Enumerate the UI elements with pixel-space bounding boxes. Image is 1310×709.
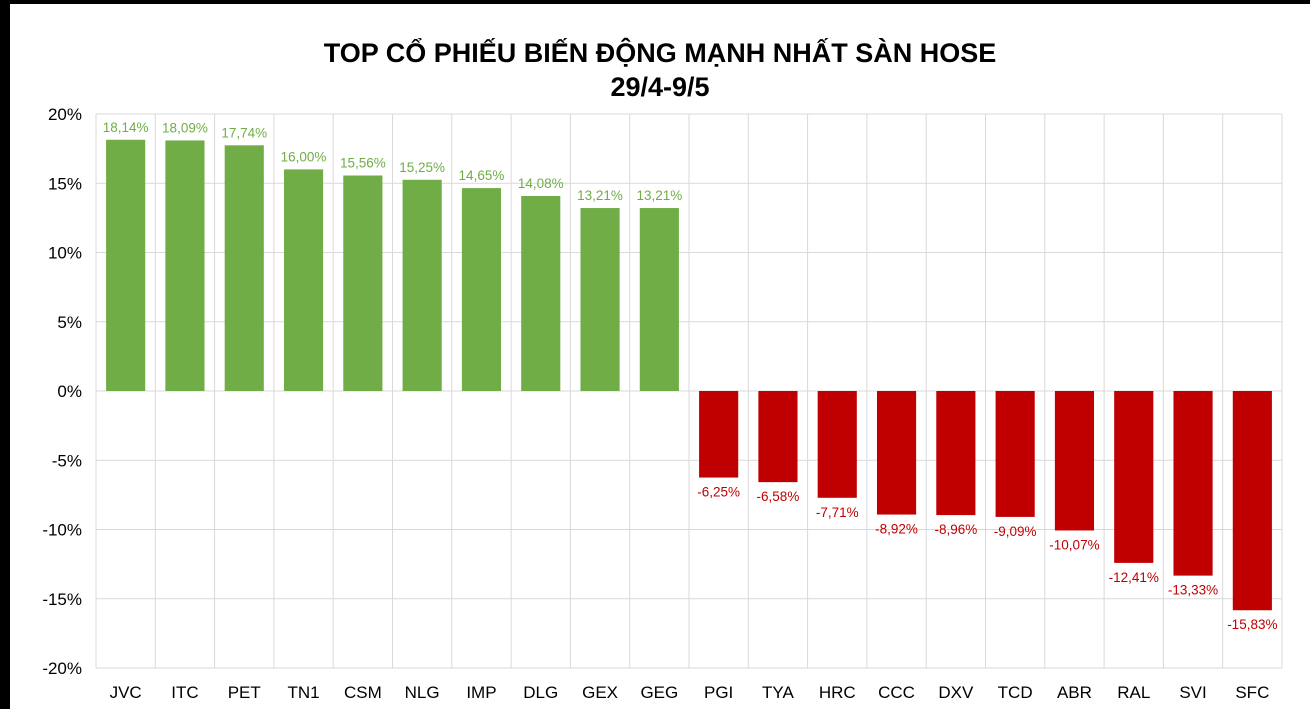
- x-tick-label: DXV: [938, 683, 974, 702]
- y-tick-label: 0%: [57, 382, 82, 401]
- y-tick-label: 15%: [48, 174, 82, 193]
- y-tick-label: -20%: [42, 659, 82, 678]
- data-label-abr: -10,07%: [1049, 537, 1099, 552]
- data-label-ccc: -8,92%: [875, 522, 918, 537]
- bar-tya: [758, 391, 798, 483]
- bar-hrc: [817, 391, 857, 498]
- x-tick-label: TYA: [762, 683, 794, 702]
- grid-layer: [95, 113, 1283, 669]
- data-label-dxv: -8,96%: [934, 522, 977, 537]
- bar-tn1: [283, 169, 324, 391]
- bar-ral: [1114, 391, 1154, 563]
- x-tick-label: IMP: [466, 683, 496, 702]
- bar-jvc: [106, 139, 146, 391]
- data-label-pet: 17,74%: [221, 125, 267, 140]
- data-label-tya: -6,58%: [757, 489, 800, 504]
- bar-ccc: [876, 391, 917, 515]
- bar-nlg: [402, 179, 442, 391]
- bar-geg: [639, 208, 679, 391]
- y-tick-label: -15%: [42, 590, 82, 609]
- bar-chart: 18,14% 18,09% 17,74% 16,00% 15,56% 15,25% 14,6…: [42, 105, 1283, 702]
- bar-tcd: [995, 391, 1035, 517]
- data-label-gex: 13,21%: [577, 188, 623, 203]
- data-label-layer: 18,14% 18,09% 17,74% 16,00% 15,56% 15,25% 14,6…: [103, 120, 1278, 632]
- data-label-geg: 13,21%: [636, 188, 682, 203]
- x-tick-label: ABR: [1057, 683, 1092, 702]
- y-tick-label: 10%: [48, 244, 82, 263]
- y-tick-label: 20%: [48, 105, 82, 124]
- x-axis-tick-labels: JVC ITC PET TN1 CSM NLG IMP DLG GEX GEG PGI TYA HRC C…: [110, 683, 1270, 702]
- bar-layer: [106, 139, 1272, 611]
- data-label-sfc: -15,83%: [1227, 617, 1277, 632]
- y-tick-label: 5%: [57, 313, 82, 332]
- x-tick-label: RAL: [1117, 683, 1150, 702]
- bar-itc: [165, 140, 205, 391]
- y-tick-label: -5%: [52, 451, 82, 470]
- data-label-nlg: 15,25%: [399, 160, 445, 175]
- bar-pgi: [699, 391, 739, 478]
- x-tick-label: NLG: [405, 683, 440, 702]
- x-tick-label: PGI: [704, 683, 733, 702]
- x-tick-label: GEG: [640, 683, 678, 702]
- x-tick-label: ITC: [171, 683, 198, 702]
- bar-dxv: [936, 391, 976, 516]
- y-tick-label: -10%: [42, 521, 82, 540]
- bar-pet: [224, 145, 264, 391]
- data-label-tn1: 16,00%: [281, 149, 327, 164]
- data-label-ral: -12,41%: [1109, 570, 1159, 585]
- data-label-svi: -13,33%: [1168, 583, 1218, 598]
- chart-card: TOP CỔ PHIẾU BIẾN ĐỘNG MẠNH NHẤT SÀN HOS…: [10, 4, 1310, 709]
- data-label-itc: 18,09%: [162, 120, 208, 135]
- chart-subtitle-line: 29/4-9/5: [610, 72, 710, 102]
- y-axis-tick-labels: 20% 15% 10% 5% 0% -5% -10% -15% -20%: [42, 105, 82, 678]
- data-label-pgi: -6,25%: [697, 485, 740, 500]
- bar-gex: [580, 208, 620, 391]
- x-tick-label: CSM: [344, 683, 382, 702]
- x-tick-label: CCC: [878, 683, 915, 702]
- x-tick-label: DLG: [523, 683, 558, 702]
- data-label-hrc: -7,71%: [816, 505, 859, 520]
- x-tick-label: HRC: [819, 683, 856, 702]
- x-tick-label: JVC: [110, 683, 142, 702]
- x-tick-label: SVI: [1179, 683, 1206, 702]
- data-label-imp: 14,65%: [459, 168, 505, 183]
- data-label-dlg: 14,08%: [518, 176, 564, 191]
- chart-title-line: TOP CỔ PHIẾU BIẾN ĐỘNG MẠNH NHẤT SÀN HOS…: [323, 38, 997, 68]
- bar-imp: [461, 188, 502, 391]
- chart-title: TOP CỔ PHIẾU BIẾN ĐỘNG MẠNH NHẤT SÀN HOS…: [10, 36, 1310, 104]
- bar-dlg: [521, 195, 561, 391]
- bar-sfc: [1232, 391, 1272, 611]
- x-tick-label: PET: [228, 683, 261, 702]
- x-tick-label: TCD: [998, 683, 1033, 702]
- x-tick-label: GEX: [582, 683, 618, 702]
- x-tick-label: TN1: [287, 683, 319, 702]
- data-label-jvc: 18,14%: [103, 120, 149, 135]
- data-label-csm: 15,56%: [340, 155, 386, 170]
- bar-csm: [343, 175, 383, 391]
- data-label-tcd: -9,09%: [994, 524, 1037, 539]
- bar-svi: [1173, 391, 1213, 576]
- x-tick-label: SFC: [1235, 683, 1269, 702]
- bar-abr: [1054, 391, 1095, 531]
